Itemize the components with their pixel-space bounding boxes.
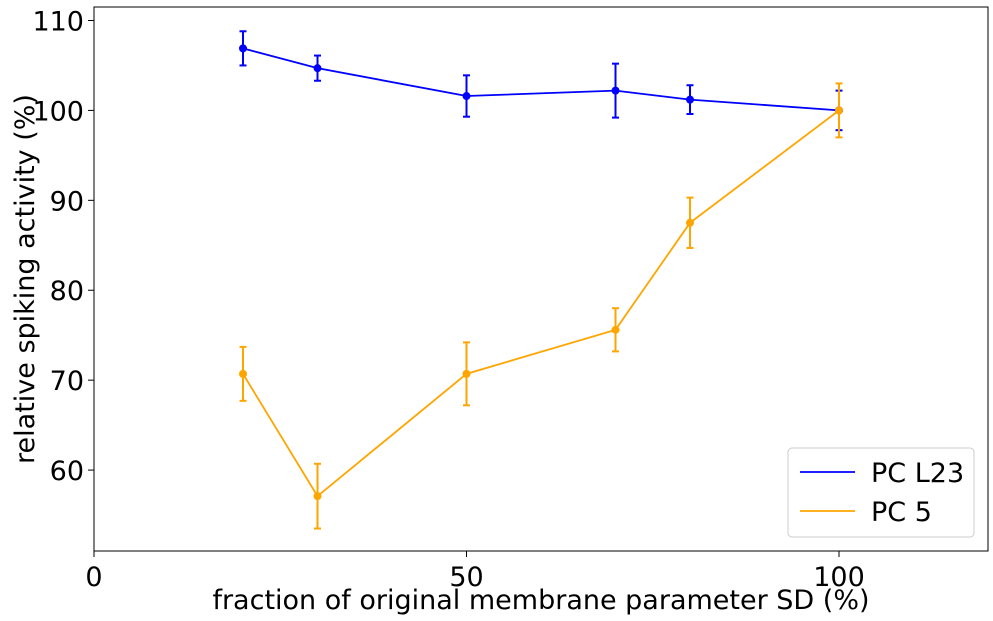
y-tick-label: 100 <box>32 96 84 127</box>
y-tick-label: 70 <box>50 366 84 397</box>
data-point <box>611 86 620 95</box>
legend-label-pc-5: PC 5 <box>871 497 932 528</box>
series-pc-5 <box>239 82 843 530</box>
y-tick-label: 110 <box>32 6 84 37</box>
data-point <box>835 106 843 115</box>
data-point <box>686 218 694 227</box>
data-point <box>462 369 471 378</box>
data-point <box>313 64 322 73</box>
x-axis: 0 50 100 <box>85 551 865 593</box>
data-point <box>686 95 694 104</box>
y-axis-label: relative spiking activity (%) <box>10 94 41 464</box>
series-layer <box>239 30 843 530</box>
legend: PC L23 PC 5 <box>787 447 975 538</box>
series-line-pc-l23 <box>242 47 840 112</box>
legend-label-pc-l23: PC L23 <box>871 458 964 489</box>
series-line-pc-5 <box>242 109 840 498</box>
x-tick-label: 50 <box>449 562 483 593</box>
y-tick-label: 90 <box>50 186 84 217</box>
data-point <box>462 92 471 101</box>
data-point <box>239 369 247 378</box>
x-tick-label: 0 <box>85 562 102 593</box>
y-axis: 60 70 80 90 100 110 <box>32 6 94 487</box>
x-axis-label: fraction of original membrane parameter … <box>212 585 869 616</box>
data-point <box>239 44 247 53</box>
x-tick-label: 100 <box>813 562 865 593</box>
data-point <box>611 325 620 334</box>
y-tick-label: 80 <box>50 276 84 307</box>
y-tick-label: 60 <box>50 456 84 487</box>
series-pc-l23 <box>239 30 843 132</box>
legend-box <box>787 447 975 538</box>
data-point <box>313 492 322 501</box>
